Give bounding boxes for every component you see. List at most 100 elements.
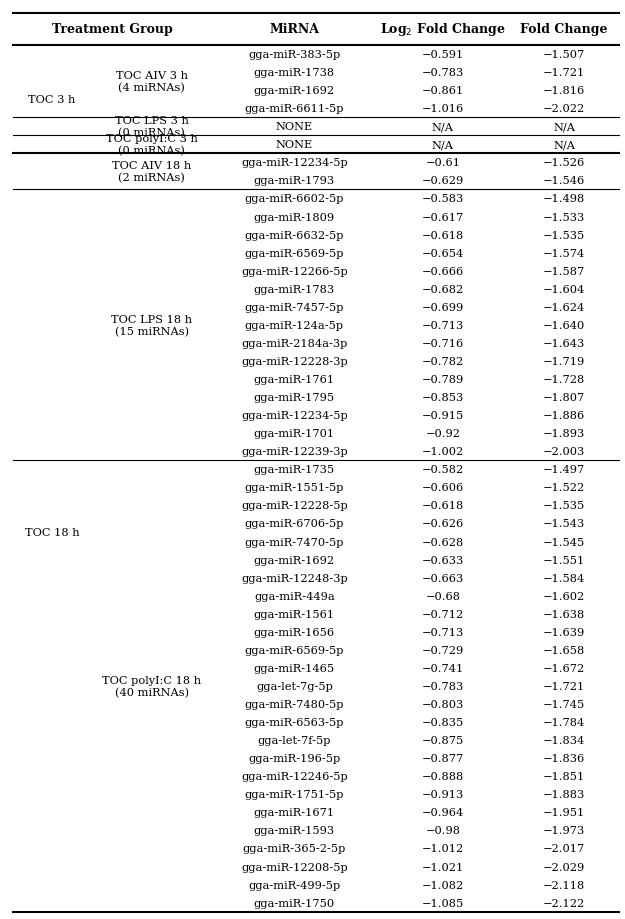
Text: −1.638: −1.638	[543, 609, 585, 619]
Text: gga-miR-6706-5p: gga-miR-6706-5p	[244, 519, 344, 528]
Text: −2.003: −2.003	[543, 447, 585, 457]
Text: −0.861: −0.861	[422, 86, 464, 96]
Text: gga-miR-12228-3p: gga-miR-12228-3p	[241, 357, 348, 367]
Text: gga-miR-1750: gga-miR-1750	[254, 898, 335, 908]
Text: −1.639: −1.639	[543, 627, 585, 637]
Text: −0.783: −0.783	[422, 681, 464, 691]
Text: −2.118: −2.118	[543, 879, 585, 890]
Text: −0.618: −0.618	[422, 501, 464, 511]
Text: gga-miR-1692: gga-miR-1692	[254, 86, 335, 96]
Text: Treatment Group: Treatment Group	[52, 23, 173, 37]
Text: −0.666: −0.666	[422, 267, 464, 277]
Text: −0.583: −0.583	[422, 194, 464, 204]
Text: gga-miR-6632-5p: gga-miR-6632-5p	[244, 231, 344, 240]
Text: −0.626: −0.626	[422, 519, 464, 528]
Text: gga-miR-1761: gga-miR-1761	[254, 375, 335, 384]
Text: −1.604: −1.604	[543, 285, 585, 294]
Text: −1.545: −1.545	[543, 537, 585, 547]
Text: gga-miR-2184a-3p: gga-miR-2184a-3p	[241, 338, 348, 348]
Text: −0.617: −0.617	[422, 212, 464, 222]
Text: −1.851: −1.851	[543, 771, 585, 781]
Text: TOC LPS 18 h
(15 miRNAs): TOC LPS 18 h (15 miRNAs)	[111, 314, 192, 336]
Text: −1.016: −1.016	[422, 104, 464, 114]
Text: gga-miR-12246-5p: gga-miR-12246-5p	[241, 771, 348, 781]
Text: −0.61: −0.61	[426, 158, 461, 168]
Text: gga-miR-7480-5p: gga-miR-7480-5p	[244, 699, 344, 709]
Text: gga-miR-365-2-5p: gga-miR-365-2-5p	[242, 844, 346, 854]
Text: gga-miR-1795: gga-miR-1795	[254, 392, 335, 403]
Text: −1.836: −1.836	[543, 754, 585, 764]
Text: gga-miR-12239-3p: gga-miR-12239-3p	[241, 447, 348, 457]
Text: −0.741: −0.741	[422, 664, 464, 673]
Text: −0.633: −0.633	[422, 555, 464, 565]
Text: gga-miR-1783: gga-miR-1783	[254, 285, 335, 294]
Text: −1.012: −1.012	[422, 844, 464, 854]
Text: N/A: N/A	[432, 141, 454, 150]
Text: −1.658: −1.658	[543, 645, 585, 655]
Text: TOC LPS 3 h
(0 miRNAs): TOC LPS 3 h (0 miRNAs)	[115, 116, 189, 138]
Text: gga-miR-6602-5p: gga-miR-6602-5p	[244, 194, 344, 204]
Text: −1.816: −1.816	[543, 86, 585, 96]
Text: −1.672: −1.672	[543, 664, 585, 673]
Text: −1.886: −1.886	[543, 411, 585, 421]
Text: −0.783: −0.783	[422, 68, 464, 78]
Text: −0.913: −0.913	[422, 789, 464, 800]
Text: gga-miR-1551-5p: gga-miR-1551-5p	[244, 482, 344, 493]
Text: −0.663: −0.663	[422, 573, 464, 583]
Text: NONE: NONE	[276, 122, 313, 132]
Text: gga-miR-124a-5p: gga-miR-124a-5p	[245, 321, 344, 331]
Text: −1.883: −1.883	[543, 789, 585, 800]
Text: −1.587: −1.587	[543, 267, 585, 277]
Text: −0.628: −0.628	[422, 537, 464, 547]
Text: −1.643: −1.643	[543, 338, 585, 348]
Text: N/A: N/A	[553, 122, 575, 132]
Text: −0.875: −0.875	[422, 735, 464, 745]
Text: N/A: N/A	[432, 122, 454, 132]
Text: MiRNA: MiRNA	[269, 23, 319, 37]
Text: gga-miR-7470-5p: gga-miR-7470-5p	[244, 537, 344, 547]
Text: −0.789: −0.789	[422, 375, 464, 384]
Text: gga-miR-6611-5p: gga-miR-6611-5p	[244, 104, 344, 114]
Text: TOC AIV 3 h
(4 miRNAs): TOC AIV 3 h (4 miRNAs)	[116, 71, 188, 93]
Text: gga-miR-6569-5p: gga-miR-6569-5p	[244, 248, 344, 258]
Text: gga-let-7f-5p: gga-let-7f-5p	[258, 735, 331, 745]
Text: −0.713: −0.713	[422, 627, 464, 637]
Text: gga-miR-6563-5p: gga-miR-6563-5p	[244, 718, 344, 727]
Text: gga-miR-1793: gga-miR-1793	[254, 176, 335, 187]
Text: TOC polyI:C 18 h
(40 miRNAs): TOC polyI:C 18 h (40 miRNAs)	[102, 675, 201, 698]
Text: −2.029: −2.029	[543, 862, 585, 871]
Text: −0.835: −0.835	[422, 718, 464, 727]
Text: −0.782: −0.782	[422, 357, 464, 367]
Text: gga-miR-12266-5p: gga-miR-12266-5p	[241, 267, 348, 277]
Text: −0.964: −0.964	[422, 808, 464, 817]
Text: −0.682: −0.682	[422, 285, 464, 294]
Text: −0.618: −0.618	[422, 231, 464, 240]
Text: Log$_2$ Fold Change: Log$_2$ Fold Change	[380, 21, 506, 39]
Text: N/A: N/A	[553, 141, 575, 150]
Text: gga-miR-1656: gga-miR-1656	[254, 627, 335, 637]
Text: −0.712: −0.712	[422, 609, 464, 619]
Text: −1.507: −1.507	[543, 50, 585, 60]
Text: −1.002: −1.002	[422, 447, 464, 457]
Text: −1.584: −1.584	[543, 573, 585, 583]
Text: gga-miR-449a: gga-miR-449a	[254, 591, 335, 601]
Text: gga-miR-499-5p: gga-miR-499-5p	[248, 879, 341, 890]
Text: −1.728: −1.728	[543, 375, 585, 384]
Text: −1.721: −1.721	[543, 68, 585, 78]
Text: −0.915: −0.915	[422, 411, 464, 421]
Text: −2.122: −2.122	[543, 898, 585, 908]
Text: −0.591: −0.591	[422, 50, 464, 60]
Text: −1.784: −1.784	[543, 718, 585, 727]
Text: −1.973: −1.973	[543, 825, 585, 835]
Text: gga-miR-1751-5p: gga-miR-1751-5p	[244, 789, 344, 800]
Text: gga-miR-6569-5p: gga-miR-6569-5p	[244, 645, 344, 655]
Text: gga-miR-12208-5p: gga-miR-12208-5p	[241, 862, 348, 871]
Text: −0.92: −0.92	[426, 429, 461, 438]
Text: −1.021: −1.021	[422, 862, 464, 871]
Text: −1.834: −1.834	[543, 735, 585, 745]
Text: gga-miR-1671: gga-miR-1671	[254, 808, 335, 817]
Text: −0.629: −0.629	[422, 176, 464, 187]
Text: −1.721: −1.721	[543, 681, 585, 691]
Text: −1.522: −1.522	[543, 482, 585, 493]
Text: −1.893: −1.893	[543, 429, 585, 438]
